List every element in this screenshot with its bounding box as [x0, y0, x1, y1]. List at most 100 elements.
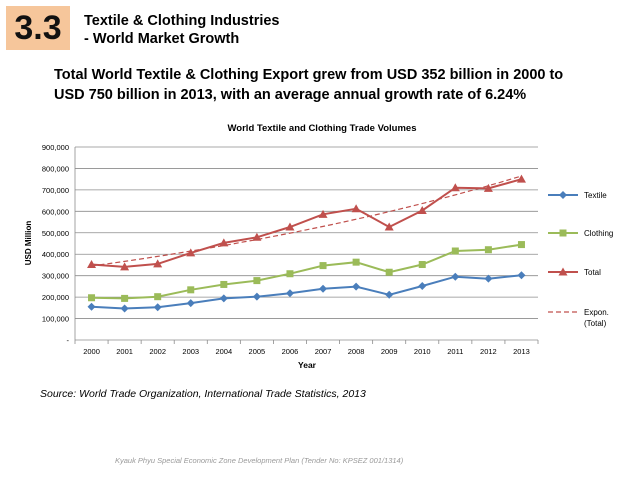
series-total [87, 174, 526, 271]
data-point-total [153, 259, 163, 268]
slide-title-line1: Textile & Clothing Industries [84, 13, 280, 29]
x-tick-label: 2007 [315, 347, 332, 356]
data-point-total [120, 262, 130, 271]
section-number-box: 3.3 [6, 6, 70, 50]
data-point-textile [186, 299, 195, 308]
legend-item-total: Total [548, 267, 601, 277]
source-note: Source: World Trade Organization, Intern… [40, 388, 366, 400]
axes [74, 147, 539, 344]
legend-marker [559, 191, 567, 199]
data-point-clothing [88, 294, 96, 302]
series-line-clothing [91, 243, 522, 300]
data-point-textile [451, 272, 460, 281]
y-tick-label: 600,000 [42, 207, 69, 216]
y-tick-label: 800,000 [42, 164, 69, 173]
legend-marker [559, 229, 567, 237]
gridlines [75, 146, 538, 319]
data-point-clothing [154, 293, 162, 301]
tick-labels: - 100,000 200,000 300,000 400,000 500,000 600,… [42, 143, 530, 356]
data-point-clothing [385, 268, 393, 276]
data-point-clothing [121, 294, 129, 302]
x-tick-label: 2002 [149, 347, 166, 356]
y-axis-label: USD Million [24, 221, 33, 266]
y-tick-label: 200,000 [42, 293, 69, 302]
series-clothing [88, 241, 525, 302]
chart-title: World Textile and Clothing Trade Volumes [228, 123, 417, 134]
y-tick-label: 400,000 [42, 250, 69, 259]
data-series [87, 174, 526, 313]
x-tick-label: 2005 [249, 347, 266, 356]
data-point-textile [517, 271, 526, 280]
y-tick-label: 900,000 [42, 143, 69, 152]
legend-label: Clothing [584, 229, 613, 238]
legend-item-clothing: Clothing [548, 229, 613, 238]
data-point-clothing [220, 280, 228, 288]
x-tick-label: 2004 [215, 347, 232, 356]
legend-marker [558, 267, 568, 276]
slide-title-line2: - World Market Growth [84, 31, 240, 47]
data-point-textile [385, 290, 394, 299]
data-point-clothing [187, 286, 195, 294]
x-tick-label: 2008 [348, 347, 365, 356]
data-point-clothing [352, 258, 360, 266]
data-point-total [285, 222, 295, 231]
data-point-clothing [286, 270, 294, 278]
legend-item-textile: Textile [548, 191, 607, 200]
section-number: 3.3 [14, 8, 62, 47]
x-tick-label: 2013 [513, 347, 530, 356]
trendline [91, 175, 522, 267]
series-line-total [91, 178, 522, 268]
slide-title: Textile & Clothing Industries - World Ma… [84, 12, 280, 48]
slide-subtitle: Total World Textile & Clothing Export gr… [54, 67, 564, 103]
data-point-clothing [319, 262, 327, 270]
data-point-clothing [253, 277, 261, 285]
data-point-textile [319, 284, 328, 293]
data-point-total [351, 204, 361, 213]
data-point-total [450, 183, 460, 192]
data-point-textile [120, 304, 129, 313]
series-textile [87, 271, 526, 313]
y-tick-label: - [67, 336, 70, 345]
data-point-total [516, 174, 526, 183]
footer-note: Kyauk Phyu Special Economic Zone Develop… [115, 456, 404, 465]
series-line-textile [91, 274, 522, 310]
data-point-total [384, 222, 394, 231]
data-point-total [483, 183, 493, 192]
x-tick-label: 2000 [83, 347, 100, 356]
y-tick-label: 500,000 [42, 229, 69, 238]
data-point-textile [418, 281, 427, 290]
x-tick-label: 2009 [381, 347, 398, 356]
data-point-total [417, 205, 427, 214]
legend-label: Expon. [584, 308, 609, 317]
data-point-textile [252, 292, 261, 301]
data-point-total [318, 209, 328, 218]
legend-item-trendline: Expon. (Total) [548, 308, 609, 328]
trendline-expon-total [91, 175, 522, 267]
legend: Textile Clothing Total Expon. (Total) [548, 191, 613, 328]
x-tick-label: 2006 [282, 347, 299, 356]
x-axis-label: Year [298, 360, 317, 370]
data-point-total [219, 238, 229, 247]
legend-label: (Total) [584, 319, 607, 328]
data-point-textile [153, 303, 162, 312]
y-tick-label: 300,000 [42, 272, 69, 281]
x-tick-label: 2001 [116, 347, 133, 356]
data-point-textile [219, 294, 228, 303]
data-point-clothing [451, 247, 459, 255]
data-point-textile [484, 274, 493, 283]
data-point-clothing [517, 241, 525, 249]
data-point-total [186, 248, 196, 257]
data-point-clothing [418, 261, 426, 269]
y-tick-label: 700,000 [42, 186, 69, 195]
x-tick-label: 2003 [182, 347, 199, 356]
data-point-total [87, 260, 97, 269]
data-point-total [252, 232, 262, 241]
legend-label: Total [584, 268, 601, 277]
x-tick-label: 2010 [414, 347, 431, 356]
data-point-textile [352, 282, 361, 291]
y-tick-label: 100,000 [42, 315, 69, 324]
legend-label: Textile [584, 191, 607, 200]
data-point-clothing [484, 246, 492, 254]
x-tick-label: 2012 [480, 347, 497, 356]
